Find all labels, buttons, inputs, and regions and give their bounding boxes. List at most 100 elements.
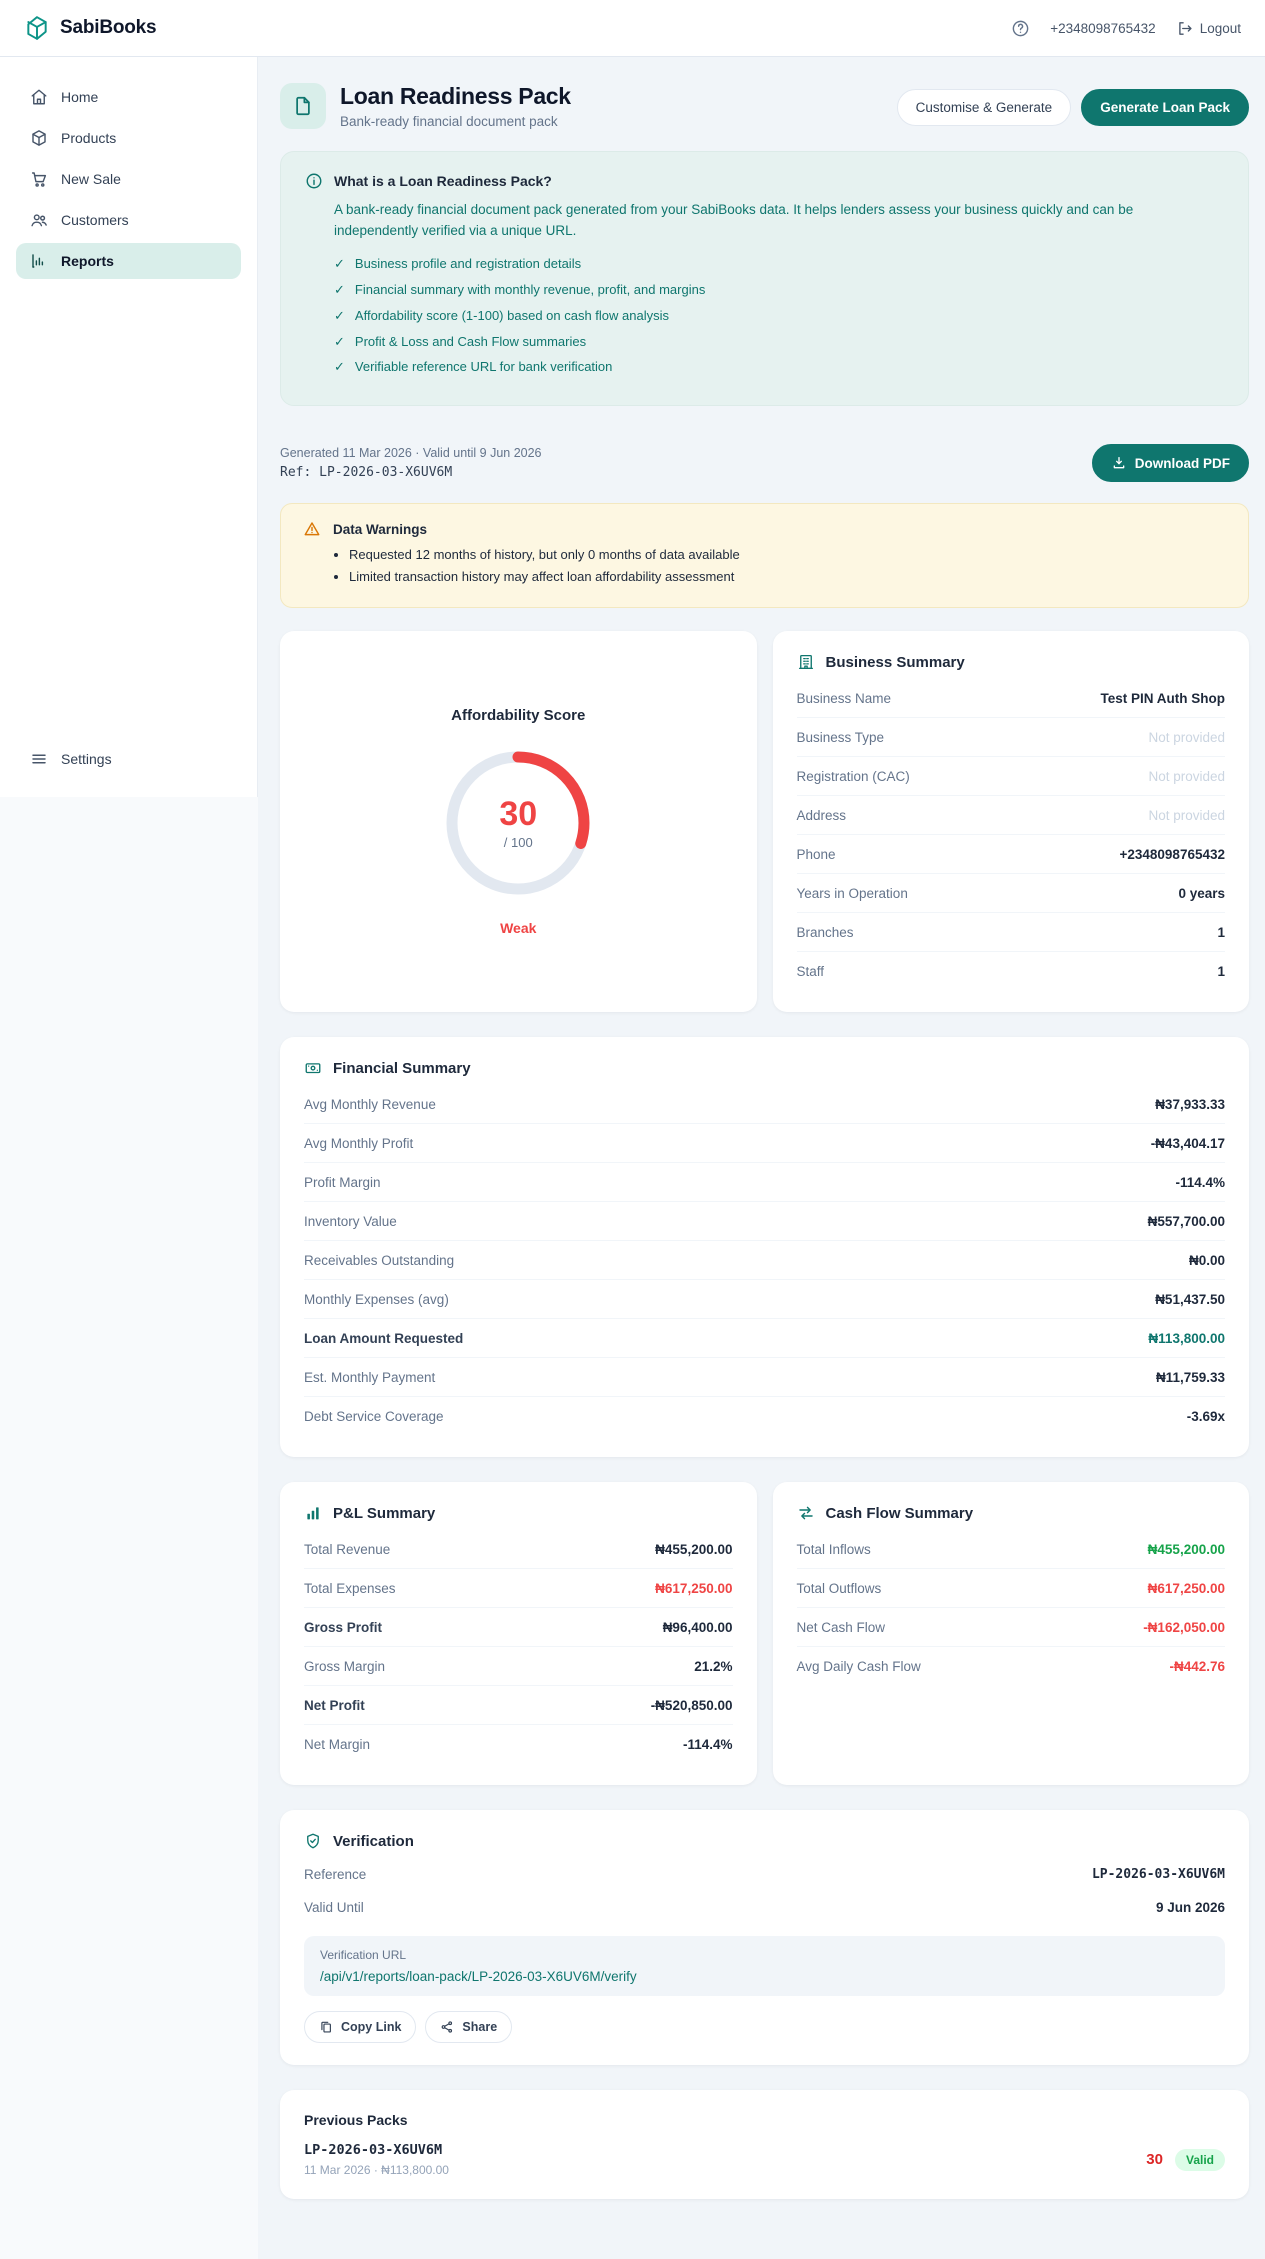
business-summary-title: Business Summary [825, 653, 965, 671]
sidebar-item-new-sale[interactable]: New Sale [16, 161, 241, 197]
summary-row: Net Margin -114.4% [304, 1737, 733, 1753]
info-checklist: ✓ Business profile and registration detai… [334, 256, 1224, 376]
previous-pack-info: LP-2026-03-X6UV6M 11 Mar 2026 · ₦113,800… [304, 2142, 449, 2177]
status-badge: Valid [1174, 2148, 1225, 2171]
summary-row: Net Cash Flow -₦162,050.00 [796, 1608, 1225, 1648]
warning-item: Limited transaction history may affect l… [349, 569, 1226, 584]
sidebar-item-label: Customers [61, 212, 129, 228]
share-button[interactable]: Share [425, 2011, 513, 2044]
verification-url-label: Verification URL [320, 1948, 407, 1963]
logout-icon [1178, 21, 1192, 35]
bar-chart-icon [32, 254, 44, 268]
sidebar-item-label: Products [61, 130, 117, 146]
summary-row: Total Revenue ₦455,200.00 [304, 1530, 733, 1570]
previous-packs-title: Previous Packs [304, 2112, 408, 2129]
summary-row: Registration (CAC) Not provided [796, 757, 1225, 797]
meta-left: Generated 11 Mar 2026 · Valid until 9 Ju… [280, 446, 542, 480]
sidebar: Home Products New Sale Customers Reports [0, 57, 258, 797]
score-business-grid: Affordability Score 30 / 100 Weak [280, 631, 1249, 1013]
check-icon: ✓ [334, 359, 345, 375]
menu-icon [32, 754, 46, 764]
pnl-cashflow-grid: P&L Summary Total Revenue ₦455,200.00 Tot… [280, 1482, 1249, 1786]
copy-link-button[interactable]: Copy Link [304, 2011, 417, 2044]
info-description: A bank-ready financial document pack gen… [334, 202, 1134, 238]
topbar-right: +2348098765432 Logout [1011, 19, 1241, 38]
verification-url-box: Verification URL /api/v1/reports/loan-pa… [304, 1936, 1225, 1997]
verification-title: Verification [333, 1832, 414, 1850]
share-label: Share [462, 2020, 498, 2035]
shield-check-icon [307, 1833, 319, 1849]
help-icon [1012, 20, 1029, 36]
download-pdf-button[interactable]: Download PDF [1091, 444, 1249, 483]
summary-row: Valid Until 9 Jun 2026 [304, 1900, 1225, 1916]
sidebar-item-settings[interactable]: Settings [16, 741, 241, 777]
affordability-score-card: Affordability Score 30 / 100 Weak [280, 631, 757, 1013]
verification-card: Verification Reference LP-2026-03-X6UV6M … [280, 1810, 1249, 2066]
building-icon [798, 655, 813, 670]
summary-row: Total Expenses ₦617,250.00 [304, 1569, 733, 1609]
checklist-item: ✓ Affordability score (1-100) based on ca… [334, 307, 669, 323]
score-max: / 100 [503, 834, 533, 850]
summary-row: Avg Monthly Revenue ₦37,933.33 [304, 1085, 1225, 1125]
warning-title-row: Data Warnings [303, 520, 1226, 538]
warning-item: Requested 12 months of history, but only… [349, 547, 1226, 562]
sidebar-item-home[interactable]: Home [16, 79, 241, 115]
logout-button[interactable]: Logout [1176, 20, 1241, 37]
customise-generate-button[interactable]: Customise & Generate [896, 89, 1072, 126]
copy-link-label: Copy Link [341, 2020, 402, 2035]
verification-url-link[interactable]: /api/v1/reports/loan-pack/LP-2026-03-X6U… [320, 1969, 637, 1985]
summary-row: Avg Monthly Profit -₦43,404.17 [304, 1124, 1225, 1164]
info-title: What is a Loan Readiness Pack? [334, 173, 552, 189]
previous-packs-card: Previous Packs LP-2026-03-X6UV6M 11 Mar … [280, 2090, 1249, 2200]
sidebar-item-reports[interactable]: Reports [16, 243, 241, 279]
meta-row: Generated 11 Mar 2026 · Valid until 9 Ju… [280, 444, 1249, 483]
generate-loan-pack-button[interactable]: Generate Loan Pack [1081, 89, 1249, 126]
summary-row: Business Name Test PIN Auth Shop [796, 679, 1225, 719]
layout: Home Products New Sale Customers Reports [0, 57, 1265, 2259]
cashflow-summary-card: Cash Flow Summary Total Inflows ₦455,200.… [772, 1482, 1249, 1786]
reference-line: Ref: LP-2026-03-X6UV6M [280, 465, 453, 481]
verification-title-row: Verification [304, 1832, 1225, 1850]
financial-summary-card: Financial Summary Avg Monthly Revenue ₦37… [280, 1037, 1249, 1458]
previous-pack-item[interactable]: LP-2026-03-X6UV6M 11 Mar 2026 · ₦113,800… [304, 2142, 1225, 2177]
summary-row: Gross Profit ₦96,400.00 [304, 1608, 733, 1648]
summary-row: Profit Margin -114.4% [304, 1163, 1225, 1203]
info-card: What is a Loan Readiness Pack? A bank-re… [280, 151, 1249, 407]
sidebar-item-customers[interactable]: Customers [16, 202, 241, 238]
summary-row: Gross Margin 21.2% [304, 1647, 733, 1687]
sidebar-item-label: New Sale [61, 171, 121, 187]
cashflow-summary-title: Cash Flow Summary [825, 1504, 974, 1522]
sidebar-item-products[interactable]: Products [16, 120, 241, 156]
page-actions: Customise & Generate Generate Loan Pack [896, 89, 1249, 126]
help-button[interactable] [1011, 19, 1030, 38]
summary-row: Reference LP-2026-03-X6UV6M [304, 1867, 1225, 1883]
summary-row: Total Outflows ₦617,250.00 [796, 1569, 1225, 1609]
check-icon: ✓ [334, 281, 345, 297]
score-title: Affordability Score [451, 707, 586, 725]
gauge-center: 30 / 100 [443, 748, 593, 898]
gauge-ring [446, 751, 590, 895]
brand-logo-icon [24, 15, 50, 41]
previous-pack-ref: LP-2026-03-X6UV6M [304, 2142, 443, 2159]
previous-pack-score: 30 [1146, 2151, 1163, 2169]
summary-row: Monthly Expenses (avg) ₦51,437.50 [304, 1280, 1225, 1320]
financial-summary-title: Financial Summary [333, 1059, 471, 1077]
page-header: Loan Readiness Pack Bank-ready financial… [280, 83, 1249, 129]
checklist-item: ✓ Profit & Loss and Cash Flow summaries [334, 333, 587, 349]
check-icon: ✓ [334, 307, 345, 323]
sidebar-item-label: Settings [61, 751, 112, 767]
package-icon [32, 130, 46, 146]
sidebar-item-label: Reports [61, 253, 114, 269]
data-warnings-card: Data Warnings Requested 12 months of his… [280, 503, 1249, 609]
score-gauge: 30 / 100 [443, 748, 593, 898]
topbar: SabiBooks +2348098765432 Logout [0, 0, 1265, 57]
users-icon [31, 214, 47, 227]
summary-row: Staff 1 [796, 964, 1226, 980]
financial-summary-title-row: Financial Summary [304, 1059, 1225, 1077]
summary-row: Branches 1 [796, 913, 1225, 953]
summary-row: Phone +2348098765432 [796, 835, 1225, 875]
banknote-icon [305, 1063, 321, 1074]
main-content: Loan Readiness Pack Bank-ready financial… [258, 57, 1265, 2259]
score-value: 30 [499, 794, 538, 833]
summary-row: Business Type Not provided [796, 718, 1225, 758]
